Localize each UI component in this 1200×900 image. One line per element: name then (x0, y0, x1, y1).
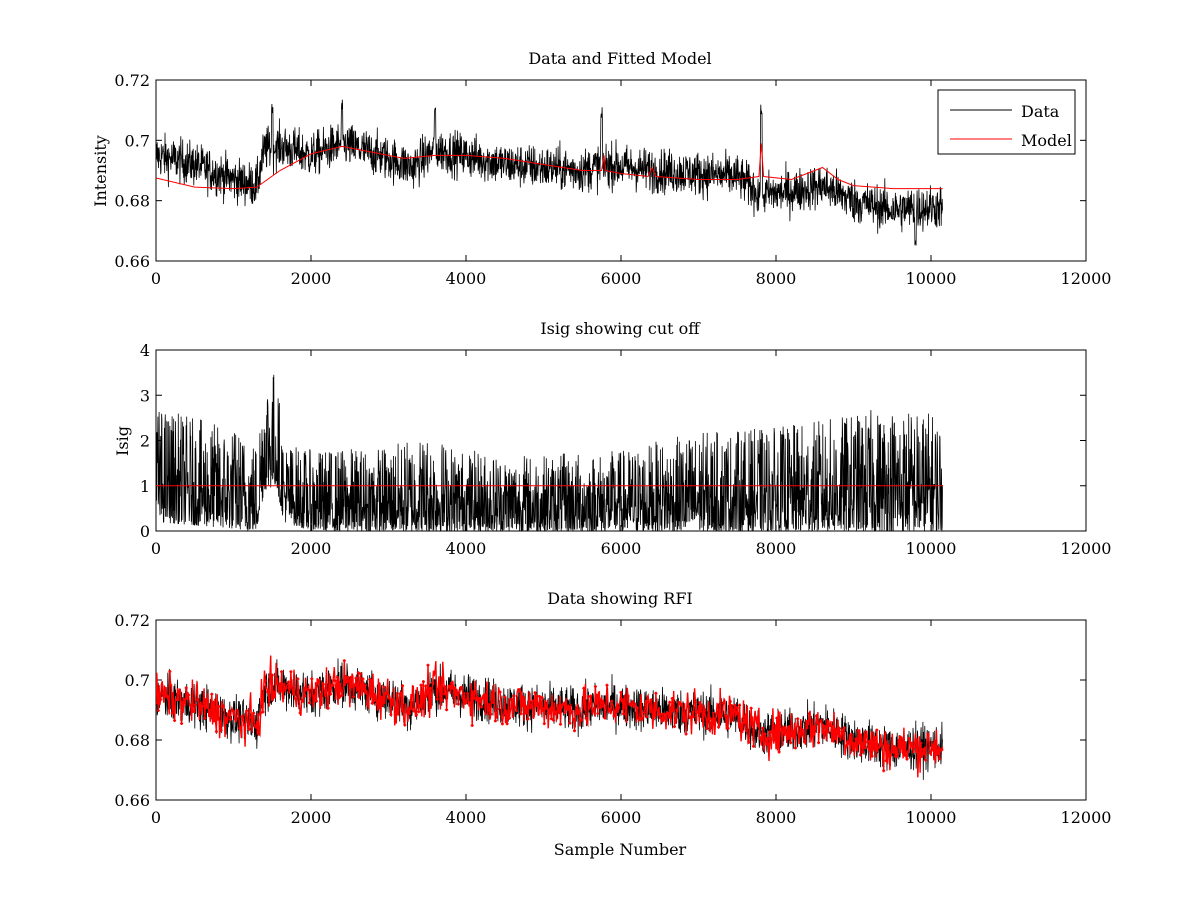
x-tick-label: 8000 (756, 539, 797, 558)
panel-2-plot-area (156, 374, 943, 531)
x-tick-label: 6000 (601, 808, 642, 827)
x-tick-label: 2000 (291, 808, 332, 827)
panel-1-title: Data and Fitted Model (528, 49, 711, 68)
y-tick-label: 0.66 (114, 791, 150, 810)
y-tick-label: 0.66 (114, 252, 150, 271)
legend: Data Model (937, 89, 1076, 155)
x-tick-label: 12000 (1061, 808, 1112, 827)
panel-1-ylabel: Intensity (91, 135, 110, 207)
x-tick-label: 12000 (1061, 539, 1112, 558)
y-tick-label: 0.72 (114, 611, 150, 630)
x-tick-label: 2000 (291, 539, 332, 558)
x-tick-label: 10000 (906, 539, 957, 558)
panel-2-title: Isig showing cut off (540, 319, 701, 338)
legend-label-model: Model (1021, 131, 1072, 150)
series-rfi-markers (156, 659, 944, 773)
y-tick-label: 2 (140, 432, 150, 451)
x-tick-label: 4000 (446, 539, 487, 558)
panel-3-plot-area (156, 655, 944, 780)
x-tick-label: 4000 (446, 808, 487, 827)
x-tick-label: 0 (151, 808, 161, 827)
x-tick-label: 0 (151, 539, 161, 558)
x-tick-label: 12000 (1061, 269, 1112, 288)
panel-data-and-fitted-model: Data and Fitted Model Intensity 0 2000 400… (91, 49, 1111, 288)
y-tick-label: 0 (140, 522, 150, 541)
legend-box (937, 89, 1076, 155)
x-tick-label: 4000 (446, 269, 487, 288)
panel-3-title: Data showing RFI (547, 589, 692, 608)
x-tick-label: 10000 (906, 808, 957, 827)
y-tick-label: 1 (140, 477, 150, 496)
panel-3-xlabel: Sample Number (554, 840, 687, 859)
x-tick-label: 10000 (906, 269, 957, 288)
y-tick-label: 3 (140, 386, 150, 405)
y-tick-label: 0.68 (114, 731, 150, 750)
legend-label-data: Data (1021, 102, 1060, 121)
y-tick-label: 0.7 (125, 131, 150, 150)
x-tick-label: 6000 (601, 269, 642, 288)
y-tick-label: 0.7 (125, 671, 150, 690)
x-tick-label: 0 (151, 269, 161, 288)
y-tick-label: 0.72 (114, 71, 150, 90)
x-tick-label: 6000 (601, 539, 642, 558)
y-tick-label: 4 (140, 341, 150, 360)
panel-1-plot-area (156, 99, 943, 246)
x-tick-label: 2000 (291, 269, 332, 288)
series-model (156, 143, 943, 190)
x-tick-label: 8000 (756, 269, 797, 288)
series-data (156, 99, 943, 246)
panel-isig-cut-off: Isig showing cut off Isig 0 2000 4000 6000 8… (113, 319, 1111, 558)
panel-data-showing-rfi: Data showing RFI Sample Number 0 2000 4000… (114, 589, 1111, 859)
x-tick-label: 8000 (756, 808, 797, 827)
y-tick-label: 0.68 (114, 192, 150, 211)
panel-2-ylabel: Isig (113, 426, 132, 456)
series-isig (156, 374, 943, 531)
